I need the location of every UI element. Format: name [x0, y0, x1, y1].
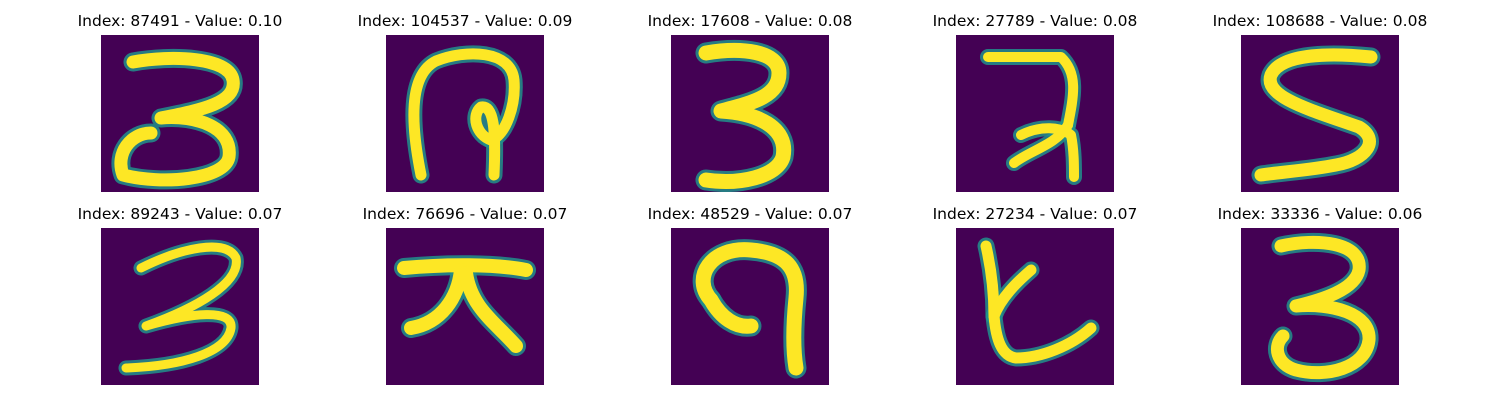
panel-title: Index: 108688 - Value: 0.08 [1212, 12, 1428, 30]
digit-image [956, 35, 1114, 192]
panel-title: Index: 27789 - Value: 0.08 [932, 12, 1138, 30]
glyph-svg [671, 35, 829, 192]
glyph-svg [956, 228, 1114, 385]
panel: Index: 87491 - Value: 0.10 [30, 0, 330, 193]
glyph-svg [1241, 228, 1399, 385]
glyph-svg [386, 228, 544, 385]
panel: Index: 33336 - Value: 0.06 [1170, 193, 1470, 386]
panel-title: Index: 76696 - Value: 0.07 [362, 205, 568, 223]
glyph-svg [671, 228, 829, 385]
glyph-svg [1241, 35, 1399, 192]
digit-image [101, 228, 259, 385]
panel-title: Index: 104537 - Value: 0.09 [357, 12, 573, 30]
panel: Index: 104537 - Value: 0.09 [315, 0, 615, 193]
panel-title: Index: 33336 - Value: 0.06 [1217, 205, 1423, 223]
digit-image [101, 35, 259, 192]
digit-image [956, 228, 1114, 385]
digit-image [1241, 35, 1399, 192]
glyph-svg [101, 35, 259, 192]
digit-image [1241, 228, 1399, 385]
panel-title: Index: 87491 - Value: 0.10 [77, 12, 283, 30]
panel: Index: 48529 - Value: 0.07 [600, 193, 900, 386]
panel: Index: 27234 - Value: 0.07 [885, 193, 1185, 386]
glyph-svg [956, 35, 1114, 192]
digit-image [671, 35, 829, 192]
panel-title: Index: 17608 - Value: 0.08 [647, 12, 853, 30]
panel: Index: 89243 - Value: 0.07 [30, 193, 330, 386]
digit-image [386, 35, 544, 192]
panel: Index: 108688 - Value: 0.08 [1170, 0, 1470, 193]
panel-title: Index: 48529 - Value: 0.07 [647, 205, 853, 223]
glyph-svg [101, 228, 259, 385]
digit-image [386, 228, 544, 385]
panel: Index: 17608 - Value: 0.08 [600, 0, 900, 193]
panel: Index: 27789 - Value: 0.08 [885, 0, 1185, 193]
panel-title: Index: 89243 - Value: 0.07 [77, 205, 283, 223]
glyph-svg [386, 35, 544, 192]
digit-image [671, 228, 829, 385]
panel-title: Index: 27234 - Value: 0.07 [932, 205, 1138, 223]
panel: Index: 76696 - Value: 0.07 [315, 193, 615, 386]
